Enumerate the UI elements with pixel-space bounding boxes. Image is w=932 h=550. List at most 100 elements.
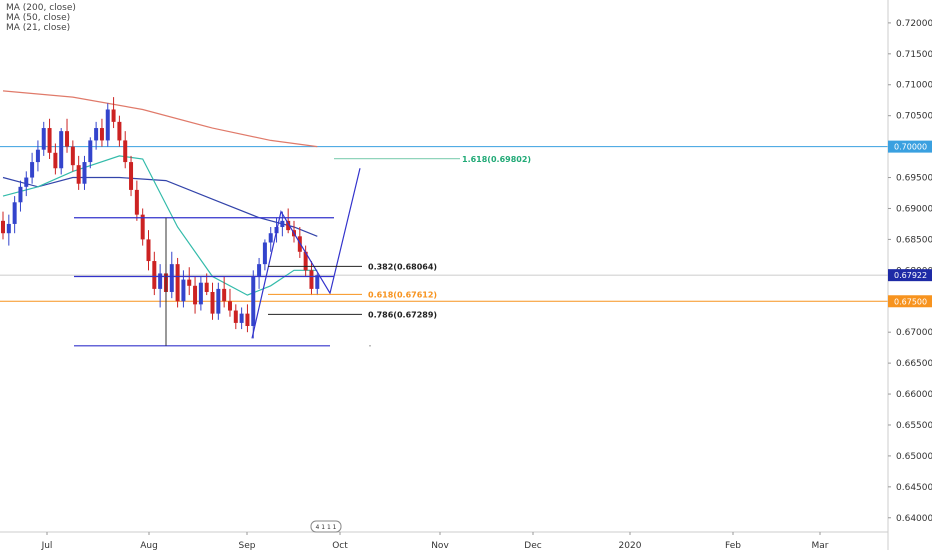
candle-body xyxy=(268,233,273,243)
candle-body xyxy=(210,291,215,314)
price-tag-label: 0.70000 xyxy=(894,143,927,152)
candle-body xyxy=(251,276,256,327)
candle-body xyxy=(18,186,23,203)
candle xyxy=(47,118,52,159)
candle xyxy=(94,121,99,150)
candle-body xyxy=(245,313,250,327)
candle-body xyxy=(99,128,104,141)
candle xyxy=(18,180,23,212)
candle xyxy=(53,143,58,175)
candle-body xyxy=(257,264,262,277)
event-badge-label: 4 1 1 1 xyxy=(316,524,337,531)
legend-ma21[interactable]: MA (21, close) xyxy=(6,23,71,33)
y-tick-label: 0.68500 xyxy=(896,235,932,245)
y-tick-label: 0.67000 xyxy=(896,328,932,338)
candle xyxy=(303,245,308,277)
candle-body xyxy=(146,239,151,262)
candle-body xyxy=(88,140,93,163)
y-tick-label: 0.65500 xyxy=(896,421,932,431)
x-tick-label: Oct xyxy=(332,541,348,550)
candle-body xyxy=(70,146,75,166)
candle-body xyxy=(181,279,186,302)
candle xyxy=(59,128,64,175)
candle xyxy=(227,288,232,317)
candle-body xyxy=(24,177,29,187)
candle xyxy=(146,230,151,271)
candle-body xyxy=(140,214,145,240)
candle xyxy=(187,267,192,296)
candle-body xyxy=(47,128,52,153)
candle-body xyxy=(198,282,203,305)
x-tick-label: Feb xyxy=(725,541,741,550)
candle xyxy=(134,180,139,221)
y-tick-label: 0.70500 xyxy=(896,112,932,122)
candle xyxy=(262,239,267,271)
anchor-dot xyxy=(369,345,371,347)
candle-body xyxy=(315,275,320,289)
candle-body xyxy=(117,121,122,141)
candle xyxy=(30,152,35,184)
x-tick-label: Jul xyxy=(41,541,53,550)
x-tick-label: Dec xyxy=(524,541,541,550)
x-tick-label: Aug xyxy=(140,541,158,550)
candle xyxy=(257,257,262,289)
candle xyxy=(286,208,291,234)
candle xyxy=(198,276,203,311)
candle-body xyxy=(129,162,134,190)
ma21-line xyxy=(2,155,318,296)
fib-label: 0.786(0.67289) xyxy=(368,310,437,319)
candle-body xyxy=(187,279,192,286)
candle xyxy=(12,196,17,234)
y-tick-label: 0.66500 xyxy=(896,359,932,369)
y-tick-label: 0.71500 xyxy=(896,50,932,60)
candle xyxy=(65,118,70,153)
candle xyxy=(233,304,238,330)
y-tick-label: 0.72000 xyxy=(896,19,932,29)
fib-label: 0.382(0.68064) xyxy=(368,262,437,271)
candle xyxy=(193,276,198,314)
legend-ma50[interactable]: MA (50, close) xyxy=(6,13,71,23)
candle-body xyxy=(35,149,40,163)
candle xyxy=(35,140,40,172)
candle-body xyxy=(204,282,209,292)
candle-body xyxy=(280,220,285,228)
price-tag: 0.67500 xyxy=(888,295,932,308)
candle xyxy=(181,270,186,308)
candle xyxy=(129,155,134,197)
indicator-legend: MA (200, close) MA (50, close) MA (21, c… xyxy=(6,3,76,33)
candle xyxy=(251,270,256,339)
price-axis: 0.72000 0.71500 0.71000 0.70500 0.70000 0.695… xyxy=(887,0,932,550)
candle xyxy=(158,264,163,308)
y-tick-label: 0.69500 xyxy=(896,174,932,184)
candle-body xyxy=(76,165,81,184)
candle xyxy=(222,276,227,308)
ma200-line xyxy=(2,90,318,148)
x-tick-label: Sep xyxy=(239,541,256,550)
candle-body xyxy=(309,270,314,289)
candle xyxy=(140,208,145,246)
fib-label: 1.618(0.69802) xyxy=(462,155,531,164)
candle xyxy=(6,214,11,246)
candle xyxy=(70,140,75,172)
y-tick-label: 0.64500 xyxy=(896,483,932,493)
candle-body xyxy=(158,273,163,289)
candle xyxy=(111,97,116,129)
candle-body xyxy=(41,128,46,150)
candle xyxy=(123,131,128,169)
candle-body xyxy=(222,288,227,302)
candle xyxy=(216,282,221,320)
candle-body xyxy=(193,285,198,305)
price-tag: 0.70000 xyxy=(888,140,932,153)
price-tag-label: 0.67922 xyxy=(894,271,927,280)
drawings: 1.618(0.69802) 0.382(0.68064) 0.618(0.6761… xyxy=(74,155,531,347)
candle-body xyxy=(30,162,35,178)
price-tag-label: 0.67500 xyxy=(894,297,927,306)
price-tag-bg xyxy=(888,295,932,308)
candle-body xyxy=(233,310,238,323)
candle-body xyxy=(123,140,128,163)
legend-ma200[interactable]: MA (200, close) xyxy=(6,3,76,13)
candle-body xyxy=(1,220,5,234)
candle xyxy=(239,307,244,330)
y-tick-label: 0.71000 xyxy=(896,81,932,91)
candle xyxy=(280,211,285,237)
